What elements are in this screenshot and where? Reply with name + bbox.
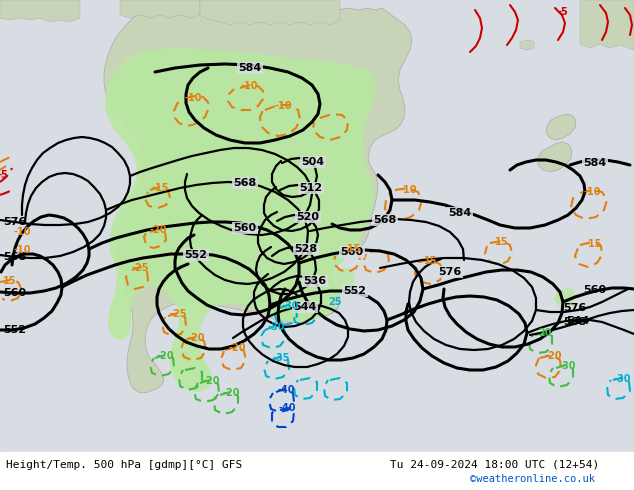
Text: 560: 560: [233, 223, 257, 233]
Text: 552: 552: [184, 250, 207, 260]
Text: 520: 520: [297, 212, 320, 222]
Text: -40: -40: [277, 385, 295, 395]
Text: 552: 552: [4, 325, 27, 335]
Text: 576: 576: [564, 303, 586, 313]
Polygon shape: [200, 0, 340, 25]
Polygon shape: [538, 142, 572, 172]
Text: 544: 544: [294, 302, 317, 312]
Text: 15: 15: [495, 237, 508, 247]
Text: 584: 584: [238, 63, 262, 73]
Polygon shape: [323, 268, 355, 297]
Text: 560: 560: [340, 247, 363, 257]
Text: 584: 584: [583, 158, 607, 168]
Text: 25: 25: [328, 297, 342, 307]
Text: 552: 552: [344, 286, 366, 296]
Text: Height/Temp. 500 hPa [gdmp][°C] GFS: Height/Temp. 500 hPa [gdmp][°C] GFS: [6, 460, 242, 470]
Text: 15: 15: [3, 276, 16, 286]
Polygon shape: [120, 0, 200, 18]
Text: -5: -5: [558, 7, 568, 17]
Text: 568: 568: [233, 178, 257, 188]
Polygon shape: [520, 40, 534, 50]
Text: -5: -5: [0, 170, 8, 180]
Text: 568: 568: [3, 252, 27, 262]
Text: 576: 576: [3, 217, 27, 227]
Text: -15: -15: [152, 183, 169, 193]
Text: -10: -10: [275, 101, 292, 111]
Text: -10: -10: [13, 227, 31, 237]
Text: -10: -10: [240, 81, 258, 91]
Text: 512: 512: [299, 183, 323, 193]
Text: -20: -20: [156, 351, 174, 361]
Text: -25: -25: [169, 309, 187, 319]
Text: -30: -30: [281, 301, 299, 311]
Text: -10: -10: [184, 93, 202, 103]
Polygon shape: [312, 292, 340, 316]
Text: 20: 20: [538, 328, 552, 338]
Text: -20: -20: [228, 343, 246, 353]
Text: -35: -35: [272, 353, 290, 363]
Text: 528: 528: [294, 244, 318, 254]
Text: -30: -30: [559, 361, 576, 371]
Text: -40: -40: [278, 403, 295, 413]
Text: 584: 584: [448, 208, 472, 218]
Bar: [0, 452, 634, 490]
Polygon shape: [0, 0, 80, 22]
Text: -10: -10: [13, 245, 31, 255]
Polygon shape: [104, 8, 412, 393]
Polygon shape: [105, 48, 375, 392]
Text: -25: -25: [131, 263, 149, 273]
Polygon shape: [546, 114, 576, 140]
Polygon shape: [580, 0, 634, 50]
Polygon shape: [554, 288, 576, 308]
Text: -20: -20: [223, 388, 240, 398]
Text: ©weatheronline.co.uk: ©weatheronline.co.uk: [470, 474, 595, 484]
Text: 25: 25: [360, 470, 374, 480]
Text: -20: -20: [202, 376, 220, 386]
Text: 544: 544: [566, 316, 590, 326]
Text: 560: 560: [3, 288, 27, 298]
Text: -20: -20: [149, 225, 167, 235]
Text: 15: 15: [424, 256, 437, 266]
Text: -30: -30: [268, 322, 285, 332]
Text: 568: 568: [564, 317, 586, 327]
Text: -30: -30: [613, 374, 631, 384]
Text: Tu 24-09-2024 18:00 UTC (12+54): Tu 24-09-2024 18:00 UTC (12+54): [390, 459, 599, 469]
Text: -15: -15: [585, 239, 602, 249]
Text: 536: 536: [304, 276, 327, 286]
Text: 568: 568: [373, 215, 397, 225]
Text: 560: 560: [583, 285, 607, 295]
Text: -15: -15: [343, 244, 361, 254]
Text: -10: -10: [399, 185, 417, 195]
Text: -10: -10: [583, 187, 601, 197]
Text: -20: -20: [187, 333, 205, 343]
Text: 504: 504: [301, 157, 325, 167]
Text: -20: -20: [544, 351, 562, 361]
Text: 576: 576: [438, 267, 462, 277]
